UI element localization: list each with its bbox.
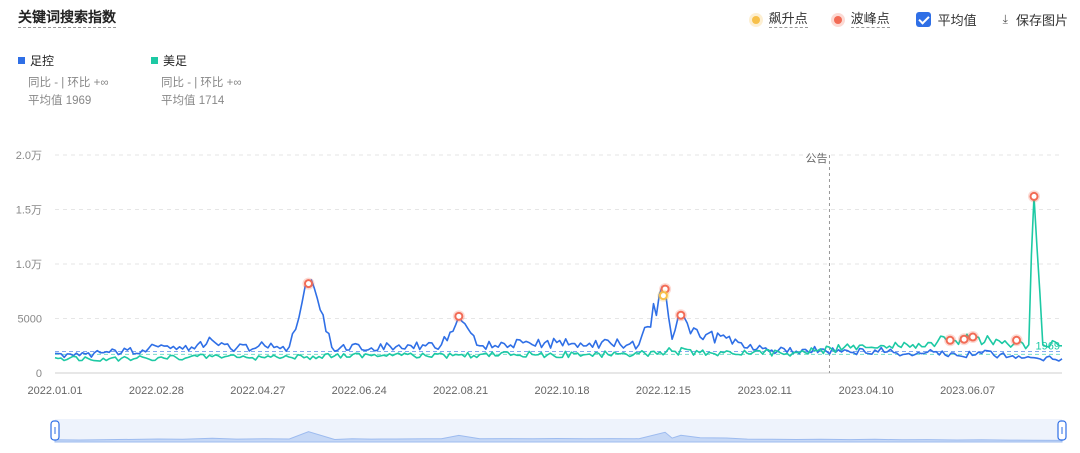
series-average: 平均值 1969	[28, 95, 92, 107]
legend-item-zukong[interactable]: 足控 同比 - | 环比 +∞ 平均值 1969	[18, 52, 109, 110]
y-tick-label: 1.5万	[16, 205, 42, 217]
legend-item-meizu[interactable]: 美足 同比 - | 环比 +∞ 平均值 1714	[151, 52, 242, 110]
series-swatch-icon	[151, 56, 158, 64]
series-average: 平均值 1714	[161, 95, 225, 107]
x-tick-label: 2023.06.07	[940, 385, 995, 397]
y-tick-label: 2.0万	[16, 150, 42, 162]
annotation-label: 公告	[805, 152, 827, 165]
x-tick-label: 2023.02.11	[738, 385, 792, 397]
peak-point	[303, 279, 313, 289]
x-tick-label: 2022.04.27	[230, 385, 285, 397]
series-line	[54, 279, 1063, 362]
save-image-label: 保存图片	[1015, 13, 1068, 28]
x-tick-label: 2023.04.10	[839, 385, 894, 397]
surge-point-toggle[interactable]: 飙升点	[751, 11, 808, 28]
x-tick-label: 2022.06.24	[332, 385, 387, 397]
y-tick-label: 5000	[18, 314, 42, 326]
y-tick-label: 0	[36, 368, 42, 380]
average-checkbox[interactable]: 平均值	[915, 10, 977, 29]
navigator-overview	[54, 431, 1063, 443]
x-tick-label: 2022.12.15	[636, 385, 691, 397]
save-image-button[interactable]: ⤓ 保存图片	[1003, 10, 1068, 29]
x-tick-label: 2022.02.28	[129, 385, 184, 397]
peak-dot-icon	[833, 15, 842, 24]
chart-toolbar: 飙升点 波峰点 平均值 ⤓ 保存图片	[726, 10, 1068, 29]
series-name: 美足	[163, 53, 188, 68]
surge-point	[658, 291, 668, 301]
series-line	[54, 195, 1063, 362]
average-label: 平均值	[937, 13, 977, 28]
series-name: 足控	[30, 53, 55, 68]
peak-point	[454, 311, 464, 321]
page-title: 关键词搜索指数	[18, 9, 116, 28]
average-value-label: 1969	[1036, 341, 1060, 353]
download-icon: ⤓	[1002, 12, 1008, 26]
peak-point	[1012, 335, 1022, 345]
peak-point	[1029, 191, 1039, 201]
peak-point	[945, 335, 955, 345]
series-comparison: 同比 - | 环比 +∞	[161, 77, 242, 89]
surge-dot-icon	[751, 15, 760, 24]
surge-point-label: 飙升点	[768, 11, 808, 28]
peak-point	[676, 310, 686, 320]
peak-point-toggle[interactable]: 波峰点	[833, 11, 890, 28]
peak-point	[968, 332, 978, 342]
x-tick-label: 2022.08.21	[433, 385, 488, 397]
series-comparison: 同比 - | 环比 +∞	[28, 77, 109, 89]
peak-point-label: 波峰点	[850, 11, 890, 28]
peak-point	[959, 334, 969, 344]
y-tick-label: 1.0万	[16, 259, 42, 271]
x-tick-label: 2022.01.01	[27, 385, 82, 397]
series-swatch-icon	[18, 56, 25, 64]
checkbox-checked-icon	[915, 12, 931, 27]
x-tick-label: 2022.10.18	[534, 385, 589, 397]
